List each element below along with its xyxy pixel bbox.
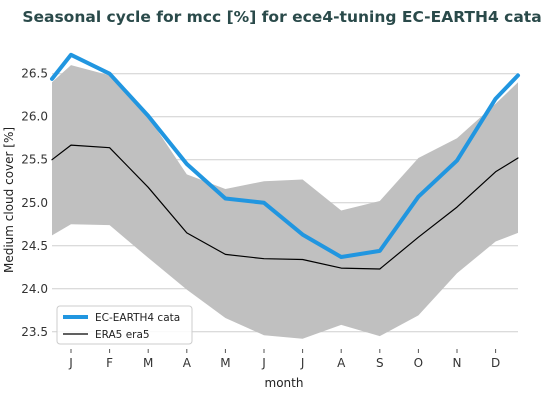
x-tick-label: J: [68, 356, 73, 370]
range-band: [52, 65, 518, 339]
y-tick-label: 26.5: [21, 67, 48, 81]
x-tick-label: M: [143, 356, 153, 370]
y-tick-label: 25.0: [21, 196, 48, 210]
y-tick-label: 24.0: [21, 282, 48, 296]
y-tick-label: 24.5: [21, 239, 48, 253]
x-tick-label: M: [220, 356, 230, 370]
x-tick-label: J: [300, 356, 305, 370]
x-tick-label: A: [337, 356, 346, 370]
x-tick-label: S: [376, 356, 384, 370]
x-tick-label: A: [183, 356, 192, 370]
legend-label-0: EC-EARTH4 cata: [95, 312, 180, 324]
plot-area: 23.5 24.0 24.5 25.0 25.5 26.0 26.5 J F M A M J J A S O N D…: [21, 52, 520, 370]
x-axis-label: month: [265, 376, 304, 390]
x-tick-label: N: [453, 356, 462, 370]
legend-box: [56, 305, 193, 345]
y-tick-label: 23.5: [21, 325, 48, 339]
y-tick-label: 26.0: [21, 110, 48, 124]
series-line-1: [51, 144, 519, 270]
x-tick-label: F: [106, 356, 113, 370]
legend-label-1: ERA5 era5: [95, 329, 150, 341]
y-axis-label: Medium cloud cover [%]: [2, 127, 16, 273]
x-tick-label: O: [414, 356, 423, 370]
chart-title: Seasonal cycle for mcc [%] for ece4-tuni…: [22, 8, 541, 26]
x-tick-label: J: [261, 356, 266, 370]
y-tick-label: 25.5: [21, 153, 48, 167]
series-line-0: [50, 52, 520, 259]
x-tick-label: D: [491, 356, 500, 370]
